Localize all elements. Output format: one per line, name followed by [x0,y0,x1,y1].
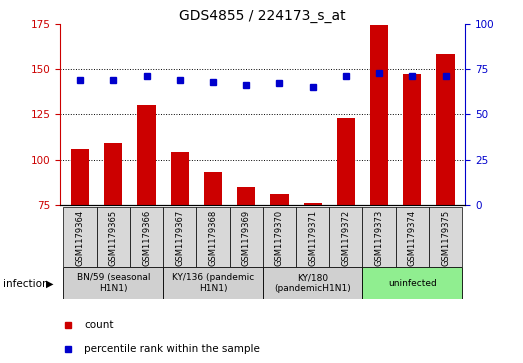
Text: GSM1179374: GSM1179374 [408,210,417,266]
Bar [196,207,230,267]
Bar [436,54,454,205]
Bar [263,207,296,267]
Bar [303,203,322,205]
Bar [204,172,222,205]
Text: GSM1179365: GSM1179365 [109,210,118,266]
Bar [329,207,362,267]
Bar [429,207,462,267]
Bar [370,25,388,205]
Text: count: count [85,321,114,330]
Bar [263,268,362,299]
Text: GSM1179369: GSM1179369 [242,210,251,266]
Bar [71,149,89,205]
Bar [163,207,196,267]
Bar [163,268,263,299]
Bar [296,207,329,267]
Bar [130,207,163,267]
Bar [63,268,163,299]
Text: GSM1179373: GSM1179373 [374,210,383,266]
Text: GSM1179366: GSM1179366 [142,210,151,266]
Bar [270,194,289,205]
Text: GSM1179370: GSM1179370 [275,210,284,266]
Text: GSM1179372: GSM1179372 [342,210,350,266]
Text: GSM1179367: GSM1179367 [175,210,184,266]
Bar [362,207,396,267]
Bar [396,207,429,267]
Text: percentile rank within the sample: percentile rank within the sample [85,344,260,354]
Bar [104,143,122,205]
Text: GSM1179368: GSM1179368 [209,210,218,266]
Text: GSM1179364: GSM1179364 [76,210,85,266]
Title: GDS4855 / 224173_s_at: GDS4855 / 224173_s_at [179,9,346,23]
Bar [97,207,130,267]
Text: GSM1179375: GSM1179375 [441,210,450,266]
Bar [138,105,156,205]
Bar [63,207,97,267]
Bar [237,187,255,205]
Bar [337,118,355,205]
Text: BN/59 (seasonal
H1N1): BN/59 (seasonal H1N1) [76,273,150,293]
Text: uninfected: uninfected [388,279,437,287]
Text: infection: infection [3,279,48,289]
Bar [230,207,263,267]
Bar [403,74,422,205]
Text: KY/136 (pandemic
H1N1): KY/136 (pandemic H1N1) [172,273,254,293]
Text: ▶: ▶ [46,279,53,289]
Bar [362,268,462,299]
Text: GSM1179371: GSM1179371 [308,210,317,266]
Bar [170,152,189,205]
Text: KY/180
(pandemicH1N1): KY/180 (pandemicH1N1) [274,273,351,293]
